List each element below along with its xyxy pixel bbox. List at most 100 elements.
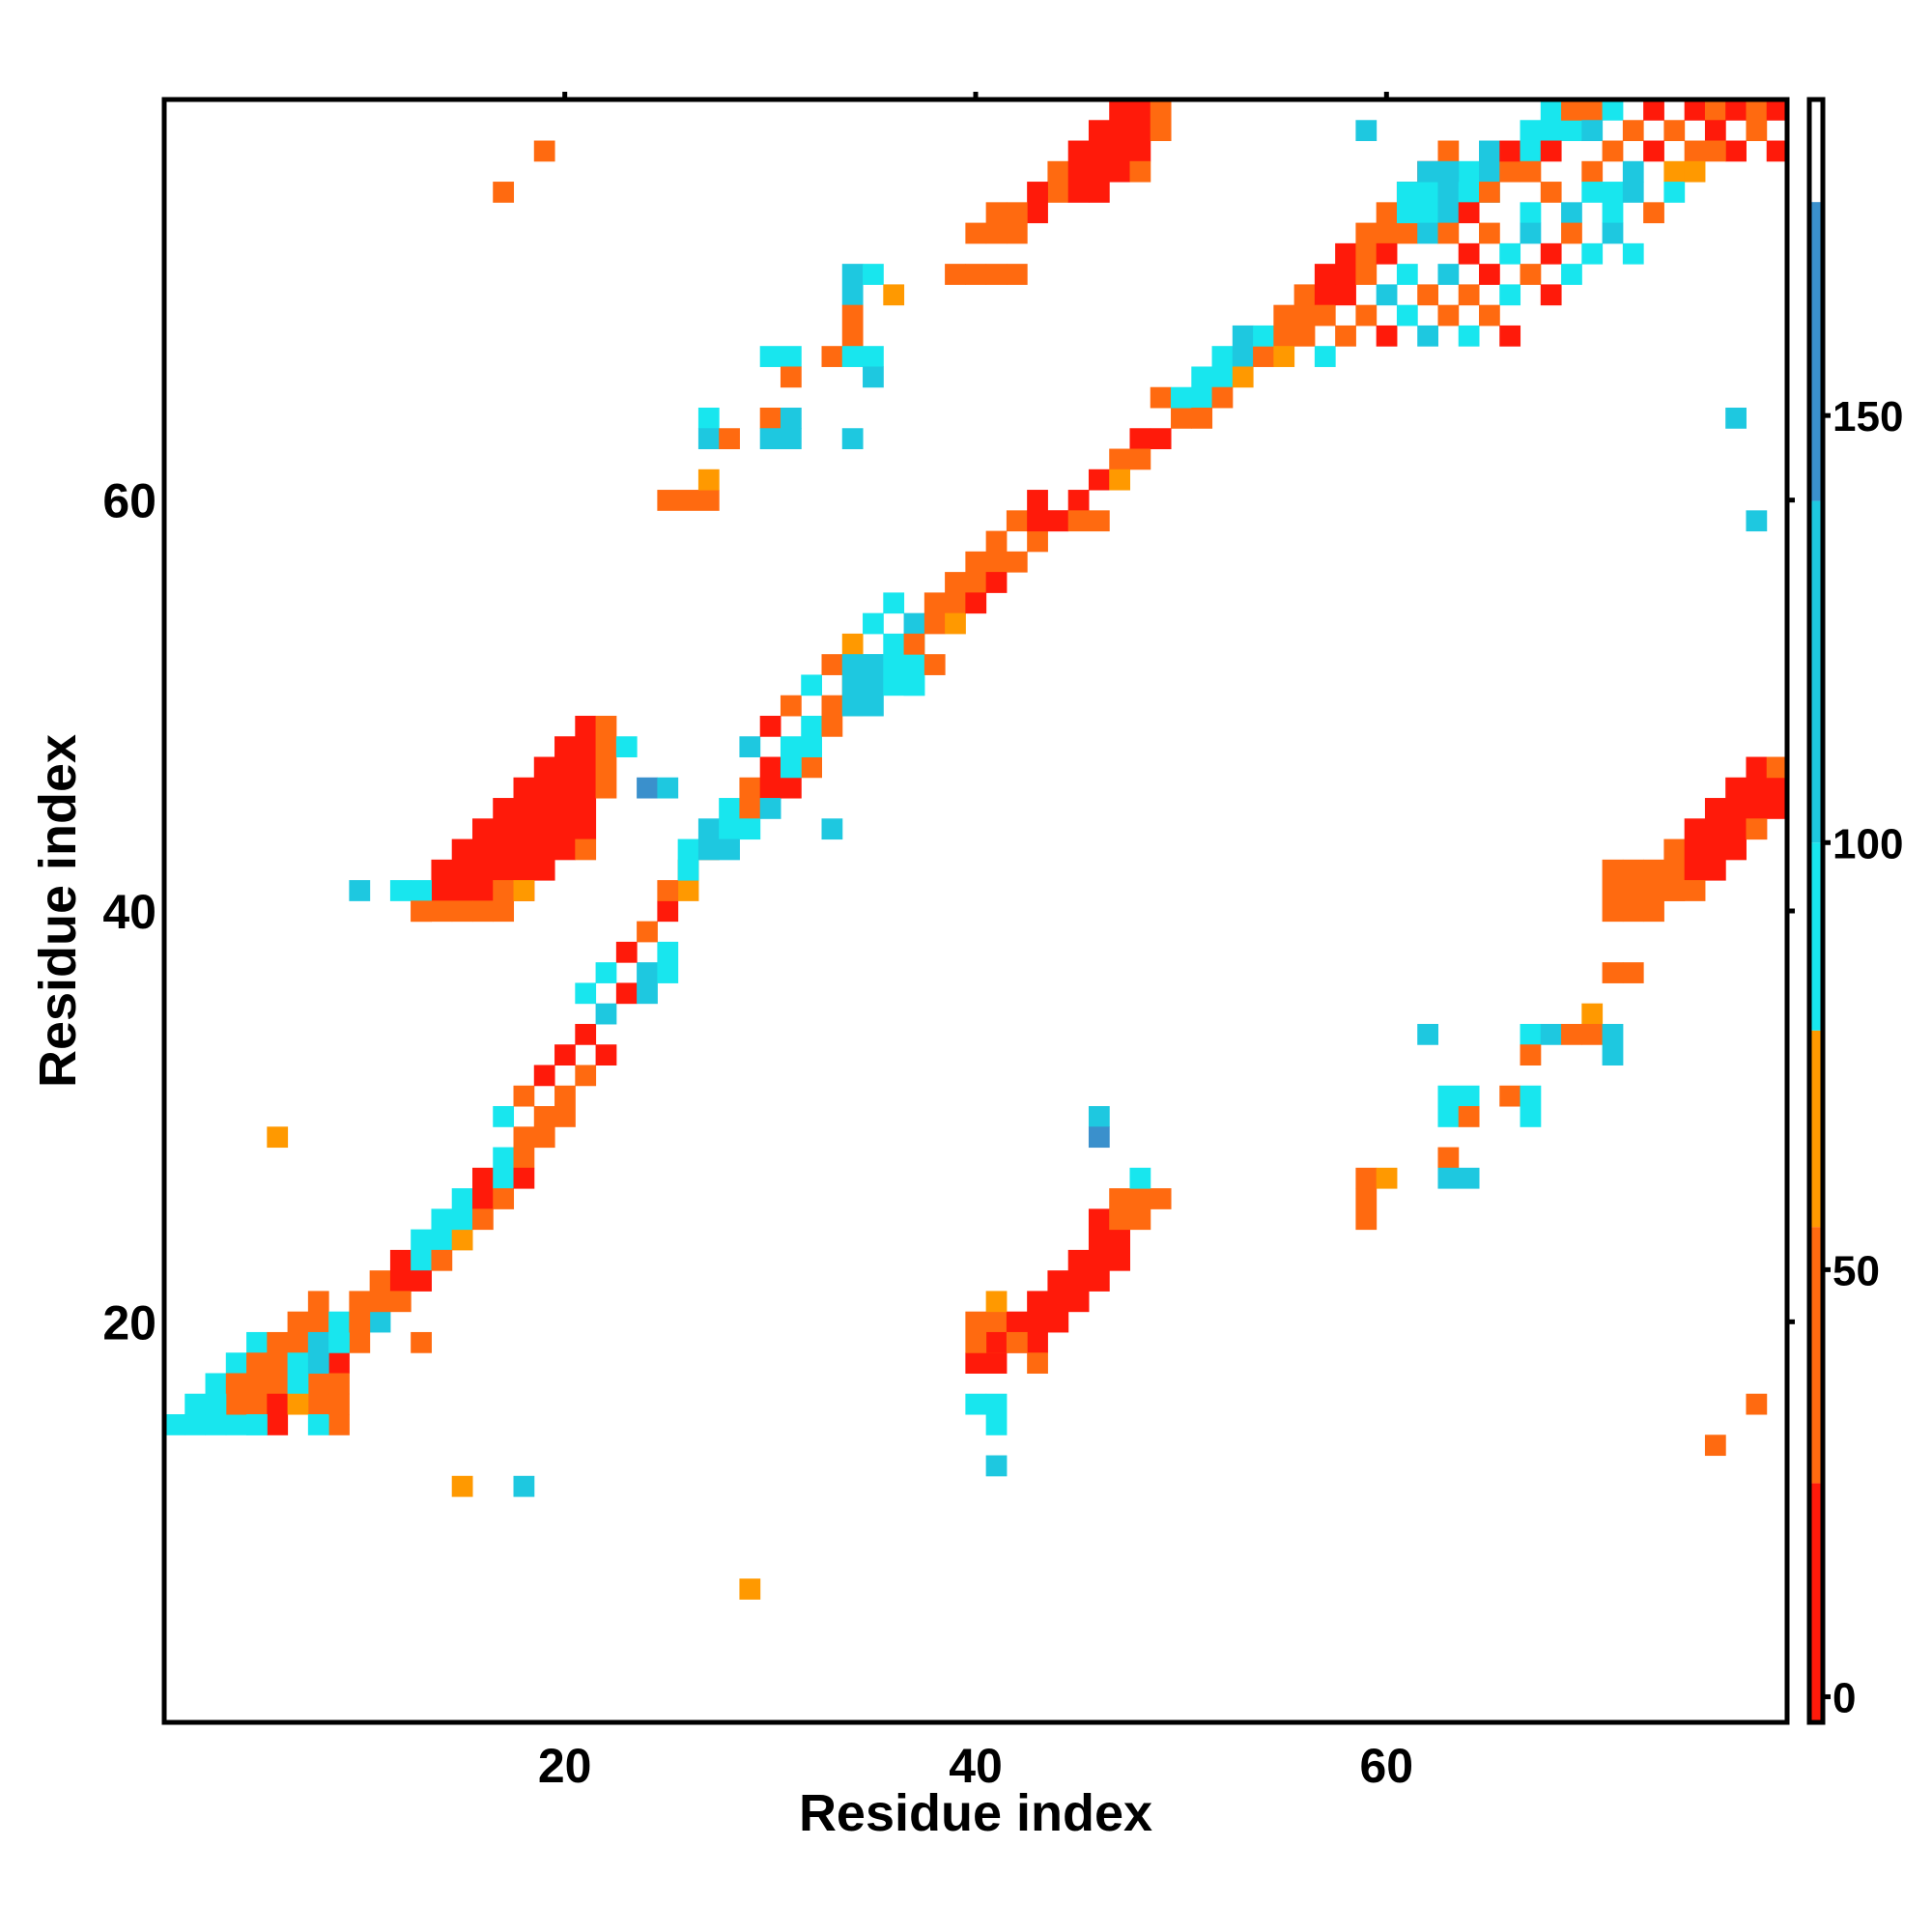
colorbar-tick-label: 0 [1833, 1674, 1856, 1721]
heatmap-cell [841, 304, 864, 347]
heatmap-cell [1171, 386, 1192, 409]
heatmap-cell [1355, 264, 1378, 285]
heatmap-cell [903, 612, 925, 635]
heatmap-cell [1376, 1167, 1398, 1189]
heatmap-cell [1663, 120, 1686, 142]
heatmap-cell [1437, 222, 1460, 244]
colorbar-band [1809, 202, 1823, 501]
heatmap-cell [945, 612, 966, 635]
heatmap-cell [1622, 160, 1644, 183]
heatmap-cell [369, 1270, 391, 1313]
heatmap-cell [575, 982, 597, 1005]
heatmap-cell [1129, 428, 1151, 450]
heatmap-cell [575, 1023, 597, 1045]
heatmap-cell [575, 838, 597, 861]
heatmap-cell [1643, 202, 1664, 224]
heatmap-cells [164, 99, 1788, 1600]
heatmap-cell [1355, 304, 1378, 327]
heatmap-cell [1355, 1188, 1378, 1231]
heatmap-cell [1622, 242, 1644, 265]
heatmap-cell [595, 715, 617, 799]
colorbar-band [1809, 99, 1823, 203]
heatmap-cell [1437, 160, 1460, 183]
heatmap-cell [637, 962, 658, 1005]
heatmap-cell [1437, 1085, 1480, 1107]
heatmap-cell [1067, 490, 1090, 511]
heatmap-cell [595, 962, 617, 983]
heatmap-cell [1561, 202, 1582, 224]
heatmap-cell [246, 1352, 268, 1415]
heatmap-cell [1047, 1270, 1069, 1333]
heatmap-cell [1479, 222, 1500, 244]
heatmap-cell [1581, 182, 1604, 203]
heatmap-cell [1499, 242, 1521, 265]
heatmap-cell [493, 1106, 515, 1127]
heatmap-cell [1581, 99, 1604, 121]
heatmap-cell [513, 777, 535, 901]
heatmap-cell [1581, 1003, 1604, 1025]
y-axis-label: Residue index [29, 734, 87, 1088]
heatmap-cell [1335, 325, 1356, 347]
heatmap-cell [411, 880, 432, 901]
heatmap-cell [1006, 1331, 1028, 1353]
heatmap-cell [821, 654, 843, 675]
heatmap-cell [575, 715, 597, 840]
heatmap-cell [1437, 304, 1460, 327]
heatmap-cell [1540, 140, 1562, 162]
heatmap-cell [1437, 1147, 1460, 1169]
heatmap-cell [1006, 202, 1028, 244]
heatmap-cell [493, 1147, 515, 1189]
heatmap-cell [1602, 1023, 1624, 1065]
heatmap-cell [554, 1044, 576, 1065]
heatmap-cell [1581, 160, 1604, 183]
heatmap-cell [1396, 222, 1418, 244]
heatmap-cell [1746, 510, 1768, 532]
heatmap-cell [1479, 182, 1500, 203]
heatmap-cell [1704, 1435, 1726, 1457]
colorbar-tick-label: 50 [1833, 1247, 1880, 1294]
colorbar-frame [1806, 97, 1826, 1725]
heatmap-cell [1027, 530, 1048, 553]
heatmap-cell [1417, 284, 1438, 306]
heatmap-cell [1725, 99, 1747, 121]
heatmap-cell [1458, 1106, 1480, 1127]
heatmap-cell [471, 818, 494, 901]
heatmap-cell [1253, 325, 1274, 347]
heatmap-cell [1437, 202, 1460, 224]
heatmap-cell [821, 346, 843, 367]
heatmap-cell [307, 1331, 329, 1374]
x-tick-label: 40 [949, 1739, 1003, 1793]
heatmap-cell [1520, 1085, 1542, 1127]
heatmap-cell [1540, 99, 1562, 142]
heatmap-cell [1129, 448, 1151, 470]
heatmap-cell [451, 838, 473, 901]
heatmap-cell [821, 695, 843, 737]
heatmap-cell [759, 346, 802, 367]
heatmap-cell [1643, 140, 1664, 162]
heatmap-cell [1602, 99, 1624, 121]
heatmap-cell [1232, 325, 1254, 367]
heatmap-cell [1129, 99, 1151, 162]
heatmap-cell [411, 1331, 432, 1353]
heatmap-cell [595, 1003, 617, 1025]
heatmap-cell [1581, 242, 1604, 265]
heatmap-cell [1622, 962, 1644, 983]
heatmap-cell [1314, 264, 1336, 306]
heatmap-cell [1704, 140, 1726, 162]
heatmap-cell [1520, 160, 1542, 183]
heatmap-cell [1602, 962, 1624, 983]
heatmap-cell [1684, 880, 1706, 901]
heatmap-cell [1746, 120, 1768, 142]
heatmap-cell [863, 264, 884, 285]
heatmap-cell [1293, 284, 1316, 327]
heatmap-cell [1704, 99, 1726, 121]
heatmap-cell [985, 1455, 1008, 1477]
heatmap-cell [1191, 366, 1213, 409]
heatmap-cell [965, 1311, 987, 1353]
heatmap-cell [554, 1085, 576, 1127]
heatmap-cell [1109, 99, 1130, 183]
heatmap-cell [328, 1393, 350, 1415]
heatmap-cell [1602, 182, 1624, 203]
heatmap-cell [657, 490, 720, 511]
heatmap-cell [1129, 1188, 1151, 1231]
